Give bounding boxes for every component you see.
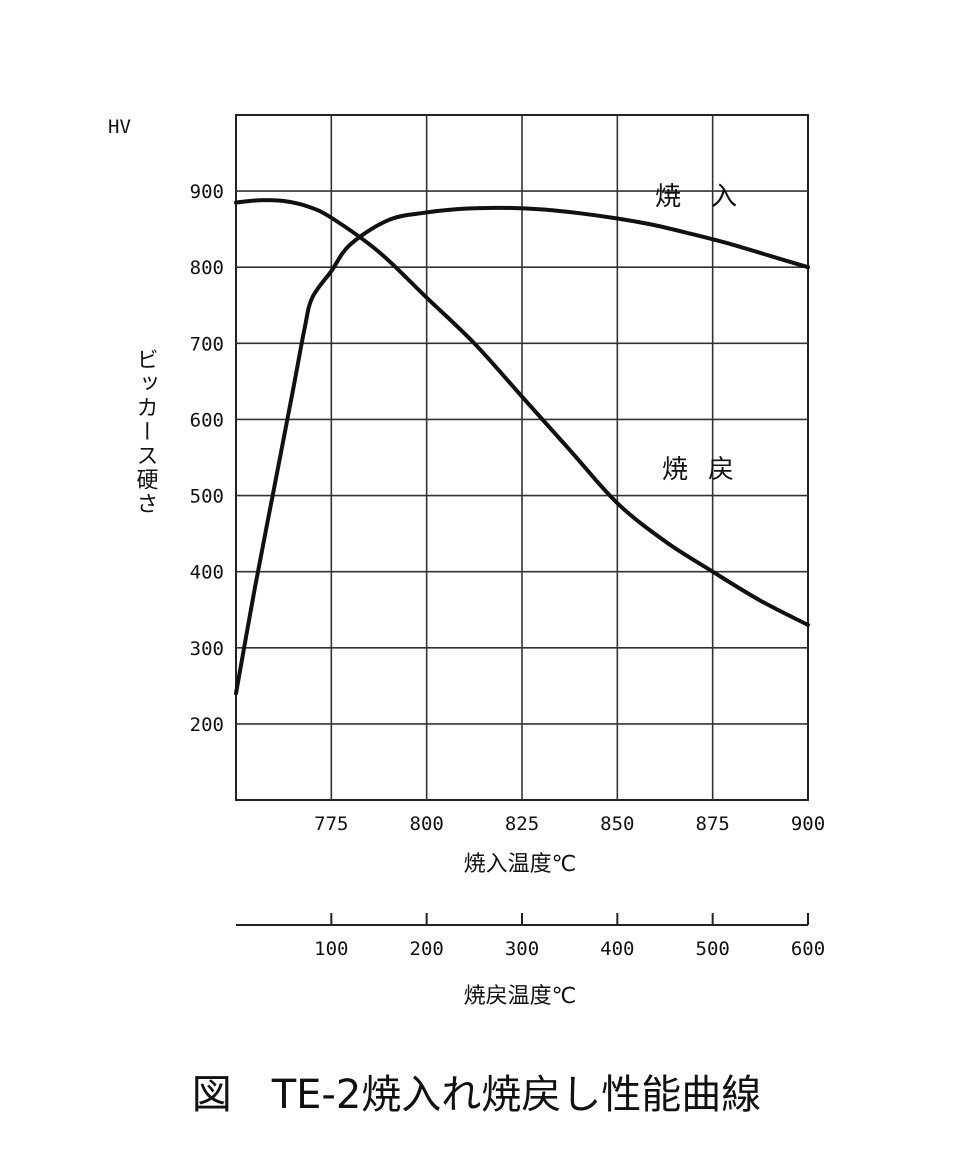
quench-tick-label: 850 <box>600 813 634 835</box>
temper-tick-label: 200 <box>410 938 444 960</box>
temper-axis-label: 焼戻温度℃ <box>464 984 577 1009</box>
temper-tick-label: 500 <box>696 938 730 960</box>
series-label-temper: 焼戻 <box>662 455 754 485</box>
y-tick-label: 900 <box>190 181 224 203</box>
temper-tick-label: 600 <box>791 938 825 960</box>
figure-caption: 図 TE-2焼入れ焼戻し性能曲線 <box>191 1072 762 1118</box>
y-tick-label: 500 <box>190 486 224 508</box>
series-lines <box>234 198 810 696</box>
quench-tick-label: 825 <box>505 813 539 835</box>
grid <box>235 114 809 801</box>
y-tick-label: 600 <box>190 409 224 431</box>
y-tick-label: 200 <box>190 714 224 736</box>
y-tick-label: 400 <box>190 562 224 584</box>
y-unit-label: HV <box>108 116 131 138</box>
y-tick-labels: 200 300 400 500 600 700 800 900 <box>190 181 224 736</box>
y-axis-label: ビッカース硬さ <box>133 348 159 516</box>
temper-axis: 100 200 300 400 500 600 <box>236 913 825 960</box>
series-line-quench <box>234 205 810 696</box>
series-line-temper <box>234 198 810 627</box>
temper-tick-label: 400 <box>600 938 634 960</box>
quench-x-tick-labels: 775 800 825 850 875 900 <box>314 813 825 835</box>
temper-tick-label: 300 <box>505 938 539 960</box>
hardness-chart: 200 300 400 500 600 700 800 900 775 800 825 850 875… <box>108 114 825 1009</box>
quench-tick-label: 875 <box>696 813 730 835</box>
y-tick-label: 300 <box>190 638 224 660</box>
quench-tick-label: 775 <box>314 813 348 835</box>
quench-tick-label: 800 <box>410 813 444 835</box>
quench-axis-label: 焼入温度℃ <box>464 852 577 877</box>
y-tick-label: 800 <box>190 257 224 279</box>
temper-tick-label: 100 <box>314 938 348 960</box>
series-label-quench: 焼入 <box>655 182 767 212</box>
y-tick-label: 700 <box>190 333 224 355</box>
quench-tick-label: 900 <box>791 813 825 835</box>
